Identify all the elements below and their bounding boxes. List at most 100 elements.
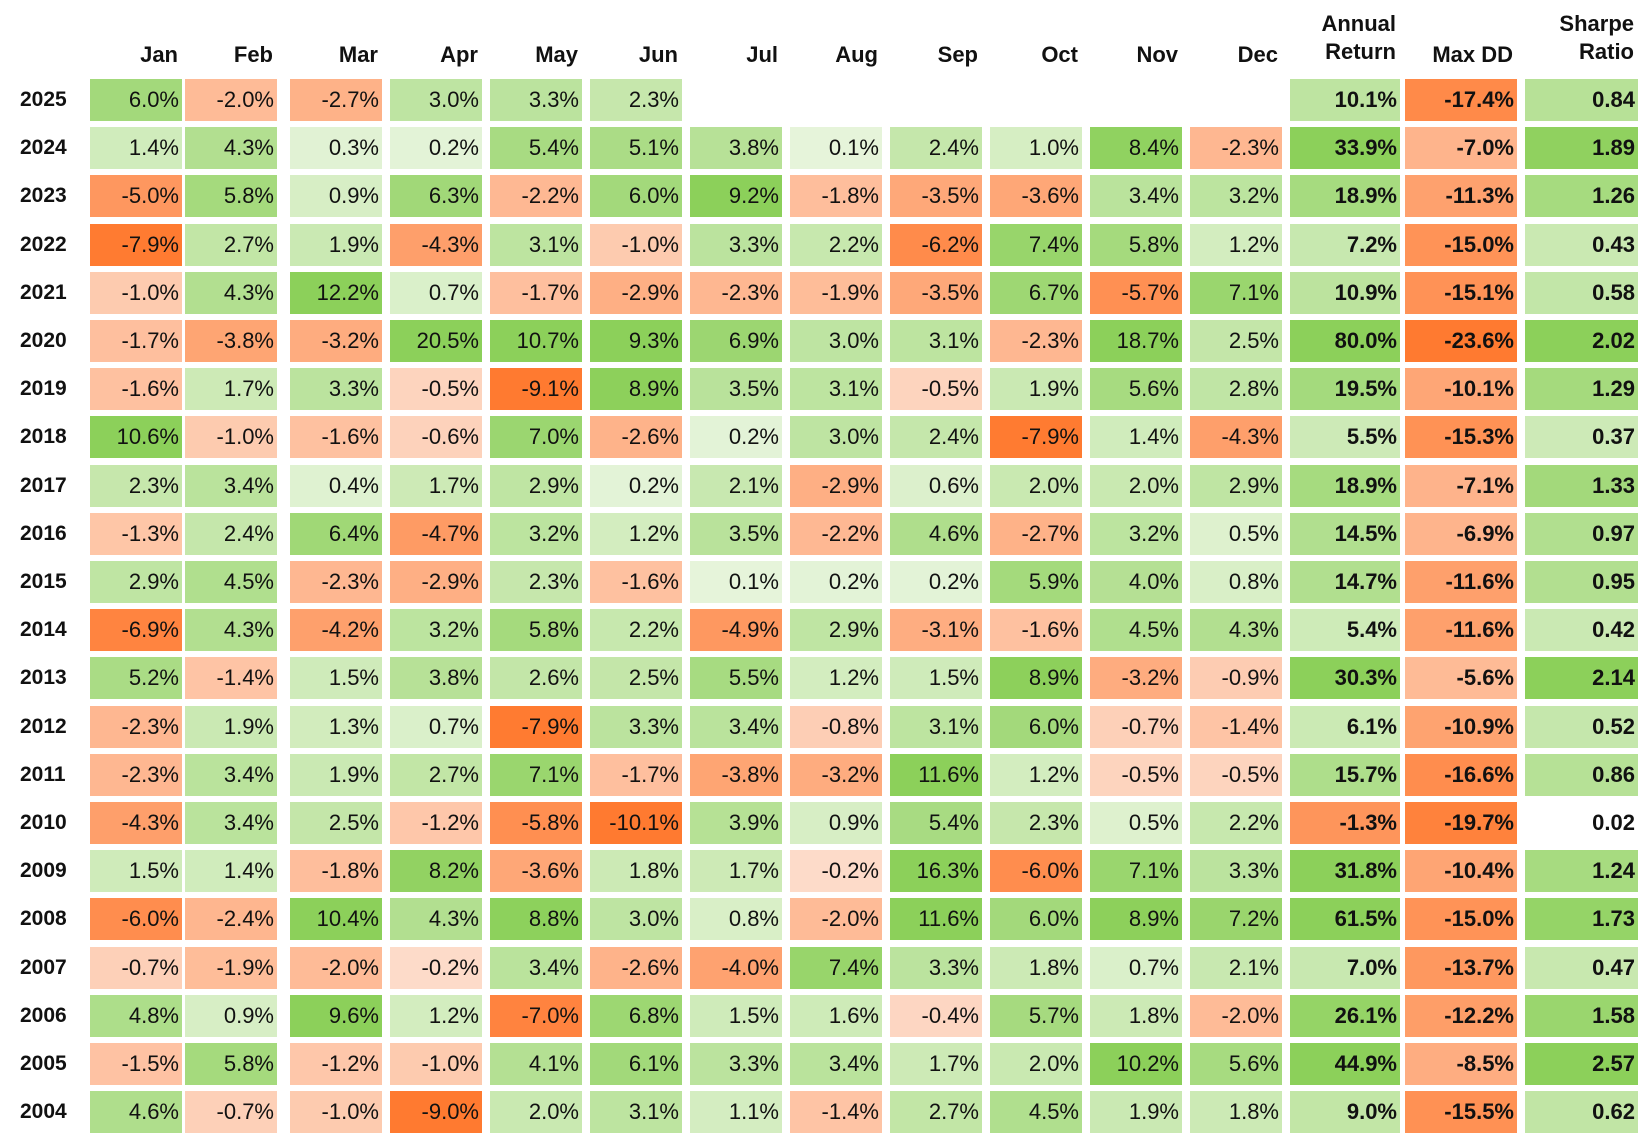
- table-row: 2021 -1.0% 4.3% 12.2% 0.7% -1.7% -2.9% -2.3% -1.…: [0, 271, 1652, 314]
- month-cell-jun: 3.0%: [590, 898, 682, 941]
- month-cell-dec: -4.3%: [1190, 416, 1282, 459]
- column-header-10: Nov: [1136, 42, 1178, 67]
- annual-return-cell: 5.4%: [1290, 609, 1400, 652]
- month-cell-jun: 3.1%: [590, 1091, 682, 1134]
- max-dd-cell: -13.7%: [1405, 946, 1517, 989]
- annual-return-cell: 6.1%: [1290, 705, 1400, 748]
- month-cell-apr: 2.7%: [390, 753, 482, 796]
- month-cell-mar: -1.0%: [290, 1091, 382, 1134]
- month-cell-jun: 8.9%: [590, 368, 682, 411]
- month-cell-oct: -2.3%: [990, 320, 1082, 362]
- month-cell-mar: 9.6%: [290, 994, 382, 1037]
- max-dd-cell: -15.0%: [1405, 223, 1517, 266]
- year-label: 2011: [20, 762, 66, 786]
- month-cell-may: -7.0%: [490, 994, 582, 1037]
- month-cell-mar: -2.0%: [290, 946, 382, 989]
- month-cell-dec: 7.1%: [1190, 271, 1282, 314]
- month-cell-aug: [790, 79, 882, 121]
- month-cell-sep: 3.1%: [890, 320, 982, 362]
- month-cell-feb: 4.3%: [185, 127, 277, 170]
- annual-return-cell: 14.5%: [1290, 512, 1400, 555]
- month-cell-may: 5.8%: [490, 609, 582, 652]
- max-dd-cell: -8.5%: [1405, 1043, 1517, 1085]
- month-cell-jan: -1.7%: [90, 320, 182, 362]
- year-label: 2025: [20, 88, 67, 111]
- month-cell-apr: 4.3%: [390, 898, 482, 941]
- month-cell-mar: 1.3%: [290, 705, 382, 748]
- month-cell-dec: -2.0%: [1190, 994, 1282, 1037]
- sharpe-ratio-cell: 1.24: [1525, 850, 1638, 893]
- month-cell-aug: -0.2%: [790, 850, 882, 893]
- month-cell-dec: 0.8%: [1190, 561, 1282, 603]
- max-dd-cell: -7.1%: [1405, 464, 1517, 507]
- month-cell-oct: 1.0%: [990, 127, 1082, 170]
- month-cell-mar: -1.2%: [290, 1043, 382, 1085]
- month-cell-may: 2.9%: [490, 464, 582, 507]
- month-cell-may: 2.6%: [490, 657, 582, 700]
- month-cell-jan: -0.7%: [90, 946, 182, 989]
- max-dd-cell: -16.6%: [1405, 753, 1517, 796]
- month-cell-sep: -0.5%: [890, 368, 982, 411]
- table-row: 2022 -7.9% 2.7% 1.9% -4.3% 3.1% -1.0% 3.3% 2.2% -…: [0, 223, 1652, 266]
- month-cell-nov: 4.5%: [1090, 609, 1182, 652]
- annual-return-cell: 10.9%: [1290, 271, 1400, 314]
- month-cell-may: 8.8%: [490, 898, 582, 941]
- month-cell-sep: 4.6%: [890, 512, 982, 555]
- table-row: 2014 -6.9% 4.3% -4.2% 3.2% 5.8% 2.2% -4.9% 2.9% -…: [0, 609, 1652, 652]
- column-header-11: Dec: [1237, 42, 1278, 67]
- max-dd-cell: -12.2%: [1405, 994, 1517, 1037]
- month-cell-dec: 4.3%: [1190, 609, 1282, 652]
- month-cell-nov: 10.2%: [1090, 1043, 1182, 1085]
- max-dd-cell: -11.3%: [1405, 175, 1517, 218]
- sharpe-ratio-cell: 2.14: [1525, 657, 1638, 700]
- sharpe-ratio-cell: 1.73: [1525, 898, 1638, 941]
- month-cell-feb: 2.7%: [185, 223, 277, 266]
- max-dd-cell: -10.9%: [1405, 705, 1517, 748]
- table-row: 2023 -5.0% 5.8% 0.9% 6.3% -2.2% 6.0% 9.2% -1.8% -…: [0, 175, 1652, 218]
- annual-return-cell: 61.5%: [1290, 898, 1400, 941]
- month-cell-oct: 2.0%: [990, 464, 1082, 507]
- month-cell-apr: -0.2%: [390, 946, 482, 989]
- year-label: 2017: [20, 473, 67, 497]
- column-header-12: Annual Return: [1321, 11, 1396, 64]
- sharpe-ratio-cell: 0.62: [1525, 1091, 1638, 1134]
- month-cell-jun: -1.6%: [590, 561, 682, 603]
- column-header-1: Feb: [233, 42, 273, 67]
- month-cell-apr: 3.0%: [390, 79, 482, 121]
- month-cell-feb: 3.4%: [185, 802, 277, 844]
- month-cell-mar: -2.7%: [290, 79, 382, 121]
- month-cell-jul: 0.8%: [690, 898, 782, 941]
- table-row: 2016 -1.3% 2.4% 6.4% -4.7% 3.2% 1.2% 3.5% -2.2% 4…: [0, 512, 1652, 555]
- month-cell-nov: 2.0%: [1090, 464, 1182, 507]
- annual-return-cell: 18.9%: [1290, 464, 1400, 507]
- annual-return-cell: 18.9%: [1290, 175, 1400, 218]
- month-cell-may: -3.6%: [490, 850, 582, 893]
- month-cell-apr: -1.0%: [390, 1043, 482, 1085]
- month-cell-aug: 1.6%: [790, 994, 882, 1037]
- month-cell-jun: -2.6%: [590, 946, 682, 989]
- month-cell-jan: 2.3%: [90, 464, 182, 507]
- year-label: 2004: [20, 1100, 67, 1124]
- month-cell-jul: 3.3%: [690, 223, 782, 266]
- month-cell-jul: [690, 79, 782, 121]
- table-row: 2015 2.9% 4.5% -2.3% -2.9% 2.3% -1.6% 0.1% 0.2% 0…: [0, 561, 1652, 603]
- month-cell-dec: 2.2%: [1190, 802, 1282, 844]
- max-dd-cell: -11.6%: [1405, 609, 1517, 652]
- year-label: 2020: [20, 329, 67, 352]
- month-cell-apr: -0.5%: [390, 368, 482, 411]
- month-cell-sep: 2.4%: [890, 127, 982, 170]
- annual-return-cell: 9.0%: [1290, 1091, 1400, 1134]
- month-cell-nov: 3.2%: [1090, 512, 1182, 555]
- month-cell-may: 3.1%: [490, 223, 582, 266]
- month-cell-oct: 6.0%: [990, 898, 1082, 941]
- month-cell-mar: -1.6%: [290, 416, 382, 459]
- sharpe-ratio-cell: 0.43: [1525, 223, 1638, 266]
- month-cell-jul: 3.3%: [690, 1043, 782, 1085]
- year-label: 2024: [20, 136, 67, 160]
- month-cell-jan: -7.9%: [90, 223, 182, 266]
- month-cell-oct: 6.7%: [990, 271, 1082, 314]
- sharpe-ratio-cell: 0.84: [1525, 79, 1638, 121]
- annual-return-cell: 15.7%: [1290, 753, 1400, 796]
- annual-return-cell: 19.5%: [1290, 368, 1400, 411]
